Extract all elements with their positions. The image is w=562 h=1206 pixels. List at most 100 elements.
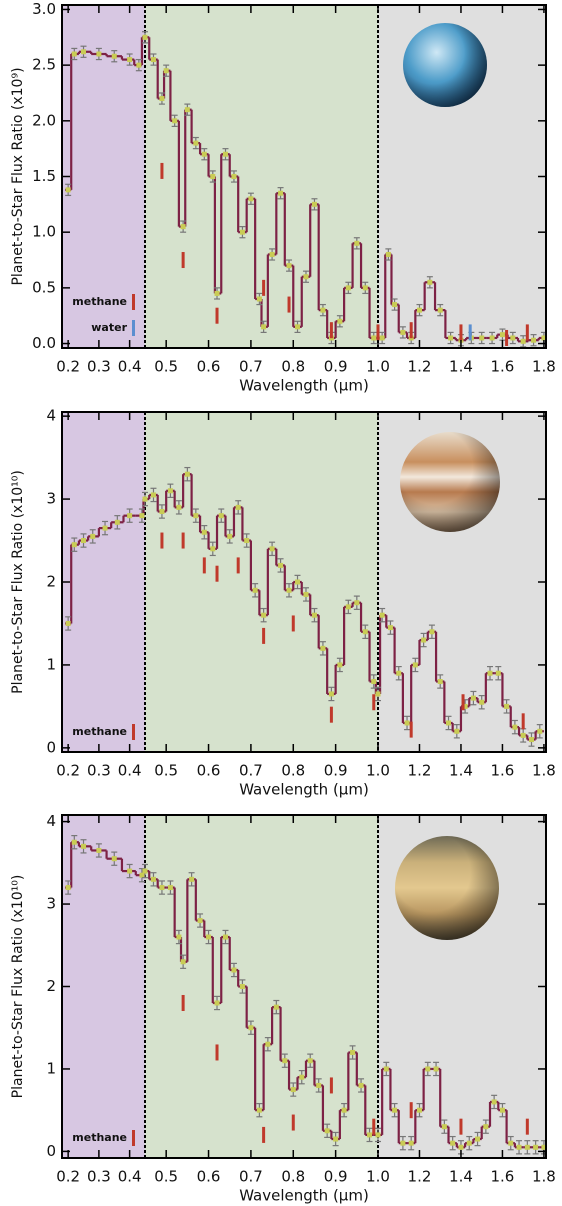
data-point	[193, 513, 199, 519]
data-point	[231, 174, 237, 179]
feature-marker	[160, 162, 164, 179]
data-point	[111, 53, 117, 59]
data-point	[159, 885, 165, 891]
data-point	[81, 843, 87, 849]
y-tick-label: 2	[46, 573, 56, 591]
x-tick-label: 0.8	[281, 1168, 305, 1186]
data-point	[139, 513, 145, 519]
data-point	[479, 699, 485, 705]
data-point	[252, 587, 258, 593]
plot-content	[65, 5, 546, 348]
x-axis-label: Wavelength (μm)	[239, 377, 369, 395]
data-point	[462, 703, 468, 709]
feature-marker	[291, 615, 295, 632]
data-point	[222, 934, 228, 940]
feature-marker	[215, 307, 219, 324]
x-tick-label: 0.4	[118, 762, 142, 780]
data-point	[520, 732, 526, 738]
data-point	[210, 546, 216, 552]
x-tick-label: 1.0	[366, 358, 390, 376]
data-point	[286, 587, 292, 593]
data-point	[127, 57, 133, 63]
data-point	[303, 274, 309, 280]
data-point	[328, 691, 334, 697]
y-tick-label: 0	[46, 1142, 56, 1160]
region	[145, 5, 378, 348]
data-point	[81, 538, 87, 544]
y-tick-label: 1	[46, 655, 56, 673]
plot-content	[65, 412, 544, 752]
feature-marker	[181, 532, 185, 549]
data-point	[425, 1066, 431, 1072]
data-point	[163, 68, 169, 74]
legend-label: methane	[72, 725, 127, 738]
data-point	[371, 679, 377, 685]
data-point	[345, 604, 351, 610]
feature-marker	[525, 1118, 529, 1135]
data-point	[189, 876, 195, 882]
feature-marker	[409, 721, 413, 738]
x-tick-label: 1.2	[408, 358, 432, 376]
data-point	[400, 329, 406, 335]
data-point	[239, 229, 245, 235]
data-point	[379, 612, 385, 618]
data-point	[531, 337, 537, 343]
data-point	[261, 324, 267, 330]
data-point	[475, 1136, 481, 1142]
region	[62, 412, 145, 752]
feature-marker	[459, 324, 463, 341]
data-point	[231, 967, 237, 973]
x-tick-label: 0.8	[281, 762, 305, 780]
y-tick-label: 0	[46, 738, 56, 756]
data-point	[197, 918, 203, 924]
data-point	[239, 984, 245, 989]
panel: methane 0 1 2 3 4 0.2 0.3 0.4 0.5 0.6 0.7 0.8 0.9 1.0 1…	[10, 407, 556, 799]
data-point	[269, 546, 275, 552]
data-point	[408, 1140, 414, 1146]
data-point	[244, 538, 250, 544]
data-point	[421, 637, 427, 643]
panel: methane 0 1 2 3 4 0.2 0.3 0.4 0.5 0.6 0.7 0.8 0.9 1.0 1…	[10, 812, 556, 1204]
x-tick-label: 0.4	[118, 1168, 142, 1186]
x-tick-label: 0.9	[324, 358, 348, 376]
y-tick-label: 2.5	[32, 56, 56, 74]
data-point	[159, 96, 165, 102]
x-tick-label: 0.3	[87, 1168, 111, 1186]
y-tick-label: 2.0	[32, 111, 56, 129]
y-axis-label: Planet-to-Star Flux Ratio (x10¹⁰)	[10, 470, 26, 694]
feature-marker	[376, 324, 380, 341]
data-point	[139, 872, 145, 878]
data-point	[127, 868, 133, 874]
data-point	[295, 324, 301, 330]
x-tick-label: 0.6	[197, 358, 221, 376]
y-tick-label: 1	[46, 1059, 56, 1077]
feature-marker	[215, 565, 219, 582]
data-point	[248, 196, 254, 202]
data-point	[127, 513, 133, 519]
data-point	[311, 201, 317, 207]
planet-shade	[400, 432, 500, 532]
x-tick-label: 0.3	[87, 358, 111, 376]
data-point	[470, 695, 476, 701]
data-point	[81, 49, 87, 55]
x-tick-label: 0.2	[56, 1168, 80, 1186]
feature-marker	[215, 1044, 219, 1061]
x-tick-label: 1.4	[449, 1168, 473, 1186]
data-point	[437, 679, 443, 685]
x-tick-label: 0.5	[154, 1168, 178, 1186]
data-point	[479, 335, 485, 341]
data-point	[433, 1066, 439, 1072]
data-point	[248, 1025, 254, 1031]
x-tick-label: 1.0	[366, 1168, 390, 1186]
x-tick-label: 1.6	[491, 762, 515, 780]
data-point	[320, 645, 326, 651]
feature-marker	[329, 1077, 333, 1094]
feature-marker	[291, 1114, 295, 1131]
data-point	[375, 1132, 381, 1138]
data-point	[458, 1144, 464, 1150]
data-point	[437, 307, 443, 313]
data-point	[193, 140, 199, 146]
data-point	[354, 240, 360, 246]
data-point	[385, 251, 391, 257]
x-tick-label: 0.5	[154, 358, 178, 376]
